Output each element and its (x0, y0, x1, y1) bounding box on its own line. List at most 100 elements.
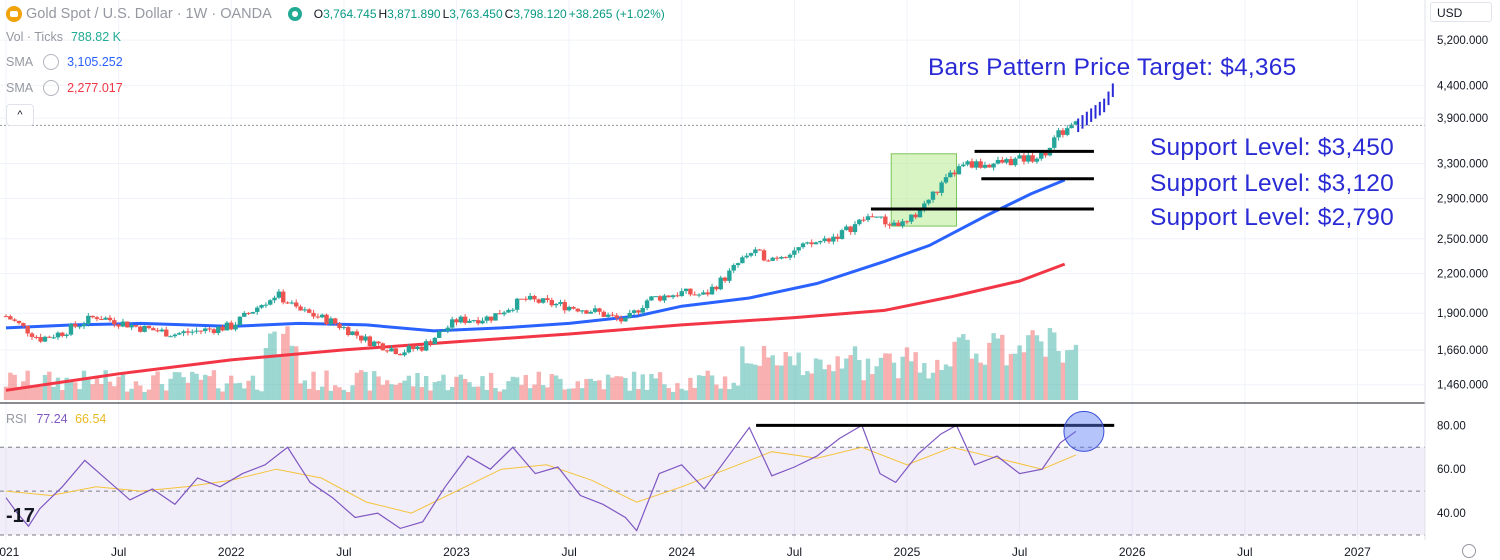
candle (302, 309, 308, 311)
candle (757, 249, 762, 251)
volume-bar (415, 372, 420, 400)
candle (458, 316, 464, 323)
volume-bar (640, 374, 645, 400)
candle (744, 255, 749, 258)
volume-bar (34, 385, 39, 400)
volume-bar (744, 363, 749, 400)
candle (333, 318, 338, 324)
time-axis: 2021 Jul 2022 Jul 2023 Jul 2024 Jul 2025 Jul 2026 J… (0, 545, 1371, 559)
volume-bar (1026, 335, 1031, 400)
volume-bar (285, 326, 290, 400)
settings-gear-icon[interactable] (1462, 544, 1476, 558)
candle (29, 333, 35, 337)
candle (623, 317, 628, 322)
candle (917, 209, 923, 218)
candle (185, 331, 191, 333)
candle (177, 333, 182, 335)
candle (263, 304, 269, 306)
candle (766, 260, 771, 262)
volume-bar (861, 380, 866, 400)
candle (644, 300, 650, 309)
volume-bar (229, 375, 234, 400)
volume-bar (441, 374, 446, 400)
candle (207, 328, 212, 330)
volume-bar (878, 357, 884, 400)
volume-bar (610, 377, 615, 400)
candle (384, 350, 390, 352)
volume-bar (549, 374, 554, 400)
candle (740, 257, 745, 264)
volume-bar (930, 372, 936, 400)
volume-bar (423, 375, 429, 400)
volume-bar (64, 377, 69, 400)
volume-bar (172, 372, 178, 400)
candle (272, 297, 277, 301)
candle (900, 221, 905, 227)
volume-bar (631, 371, 637, 400)
volume-bar (644, 389, 650, 400)
candle (922, 203, 927, 210)
sma-slow-legend[interactable]: SMA 2,277.017 (6, 79, 123, 97)
candle (523, 298, 528, 300)
volume-bar (506, 381, 511, 400)
volume-bar (68, 381, 74, 400)
volume-bar (311, 371, 316, 400)
candle (77, 326, 82, 328)
volume-bar (389, 384, 394, 400)
candle (588, 311, 593, 314)
support-lines (870, 149, 1094, 211)
price-tick-label: 3,900.000 (1437, 113, 1488, 125)
volume-bar (735, 385, 741, 400)
rsi-axis: 80.00 60.00 40.00 (1437, 420, 1466, 520)
candle (896, 222, 901, 227)
volume-bar (696, 375, 702, 400)
sma-fast-legend[interactable]: SMA 3,105.252 (6, 53, 123, 71)
time-tick-label: Jul (111, 545, 126, 559)
candle (255, 307, 260, 312)
candle (94, 317, 100, 320)
time-tick-label: Jul (336, 545, 351, 559)
volume-bar (181, 377, 186, 400)
candle (216, 326, 221, 334)
volume-bar (281, 333, 286, 400)
volume-bar (562, 389, 567, 400)
candle (761, 250, 767, 261)
candle (419, 346, 425, 351)
collapse-legend-button[interactable]: ^ (6, 104, 34, 126)
volume-bar (211, 370, 217, 400)
candle (1069, 124, 1074, 129)
volume-bar (813, 358, 819, 400)
candle (571, 306, 576, 309)
volume-bar (865, 358, 871, 400)
candle (939, 182, 944, 193)
volume-bar (857, 359, 862, 400)
sma-slow-label: SMA (6, 81, 34, 95)
candle (610, 314, 615, 316)
volume-legend[interactable]: Vol · Ticks 788.82 K (6, 28, 121, 46)
volume-bar (831, 371, 836, 400)
volume-bar (822, 369, 827, 400)
volume-bar (289, 345, 295, 400)
volume-bar (1017, 345, 1022, 400)
candle (683, 288, 689, 292)
volume-bar (527, 388, 533, 400)
candle (597, 308, 602, 312)
currency-selector[interactable]: USD (1430, 2, 1492, 22)
volume-bar (488, 372, 494, 400)
price-tick-label: 2,900.000 (1437, 194, 1488, 206)
candle (727, 270, 732, 281)
volume-bar (90, 384, 95, 400)
volume-bar (207, 376, 212, 400)
volume-bar (636, 389, 641, 400)
volume-bar (94, 375, 100, 400)
rsi-legend[interactable]: RSI 77.24 66.54 (6, 412, 106, 426)
candle (636, 310, 641, 313)
volume-bar (397, 382, 403, 400)
symbol-title[interactable]: Gold Spot / U.S. Dollar · 1W · OANDA (26, 6, 272, 22)
volume-bar (454, 376, 459, 400)
ohlc-low: L3,763.450 (442, 7, 503, 21)
volume-bar (731, 382, 736, 400)
tradingview-logo-icon[interactable]: ‑17 (6, 505, 35, 527)
chart-header: Gold Spot / U.S. Dollar · 1W · OANDA O3,… (6, 4, 667, 24)
